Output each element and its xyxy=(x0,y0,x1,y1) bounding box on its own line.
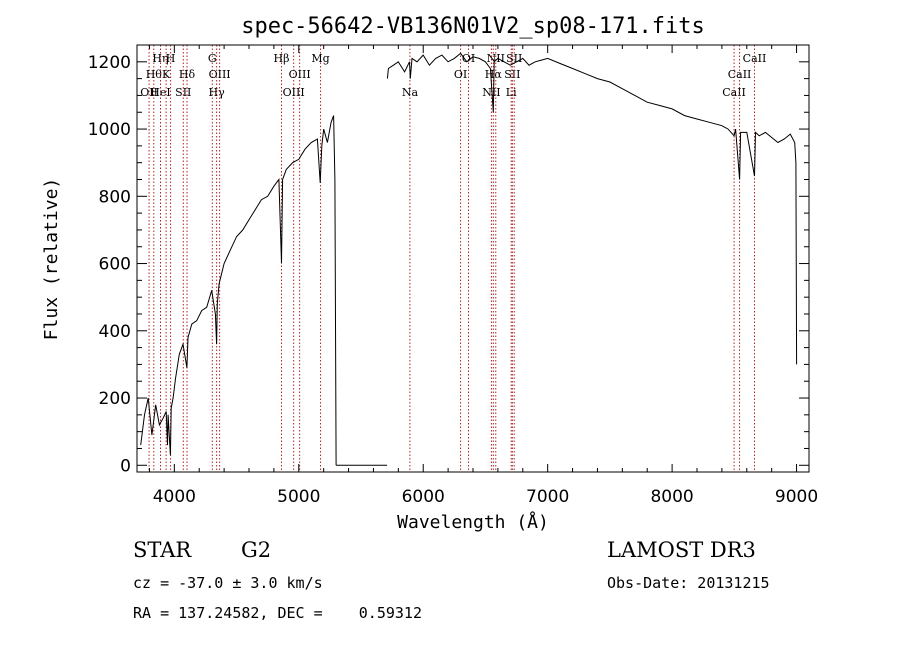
observation-date: Obs-Date: 20131215 xyxy=(607,574,770,592)
marker-label-24: CaII xyxy=(722,86,746,99)
marker-label-17: OI xyxy=(462,52,475,65)
y-tick-label-4: 800 xyxy=(99,187,131,207)
marker-label-26: CaII xyxy=(743,52,767,65)
y-tick-label-1: 200 xyxy=(99,389,131,409)
series-flux-red xyxy=(386,52,798,365)
y-tick-label-6: 1200 xyxy=(88,53,131,73)
x-tick-label-4: 8000 xyxy=(650,487,693,507)
x-tick-label-1: 5000 xyxy=(277,487,320,507)
line-markers: OIIHθHηHeIKHSIIHδGHγOIIIHβOIIIOIIIMgNaOI… xyxy=(140,45,766,472)
y-axis: 0 200 400 600 800 1000 1200 xyxy=(88,53,809,476)
marker-label-16: OI xyxy=(454,68,467,81)
marker-label-4: K xyxy=(162,68,171,81)
marker-label-25: CaII xyxy=(728,68,752,81)
marker-label-20: NII xyxy=(487,52,505,65)
marker-label-9: Hγ xyxy=(209,86,226,99)
series-flux xyxy=(140,115,337,466)
x-tick-label-0: 4000 xyxy=(153,487,196,507)
marker-label-1: Hθ xyxy=(146,68,163,81)
marker-label-12: OIII xyxy=(283,86,305,99)
marker-label-6: SII xyxy=(175,86,191,99)
x-axis: 4000 5000 6000 7000 8000 9000 xyxy=(148,45,818,507)
y-axis-label: Flux (relative) xyxy=(41,178,62,341)
coordinates-readout: RA = 137.24582, DEC = 0.59312 xyxy=(133,604,422,622)
object-class: STAR xyxy=(133,538,192,562)
x-tick-label-3: 7000 xyxy=(526,487,569,507)
marker-label-8: G xyxy=(208,52,217,65)
marker-label-18: NII xyxy=(482,86,500,99)
marker-label-2: Hη xyxy=(152,52,168,65)
spectral-subclass: G2 xyxy=(241,538,272,562)
redshift-readout: cz = -37.0 ± 3.0 km/s xyxy=(133,574,323,592)
y-tick-label-2: 400 xyxy=(99,322,131,342)
marker-label-15: Na xyxy=(402,86,419,99)
marker-label-14: Mg xyxy=(311,52,329,65)
x-tick-label-2: 6000 xyxy=(402,487,445,507)
marker-label-13: OIII xyxy=(289,68,311,81)
marker-label-0: OII xyxy=(140,86,158,99)
marker-label-23: SII xyxy=(506,52,522,65)
survey-name: LAMOST DR3 xyxy=(607,538,756,562)
y-tick-label-3: 600 xyxy=(99,255,131,275)
marker-label-10: OIII xyxy=(209,68,231,81)
marker-label-21: Li xyxy=(506,86,517,99)
marker-label-5: H xyxy=(166,52,176,65)
marker-label-3: HeI xyxy=(150,86,170,99)
y-tick-label-0: 0 xyxy=(120,456,131,476)
x-axis-label: Wavelength (Å) xyxy=(397,511,549,533)
marker-label-22: SII xyxy=(504,68,520,81)
plot-frame xyxy=(136,44,810,473)
chart-title: spec-56642-VB136N01V2_sp08-171.fits xyxy=(241,14,705,39)
marker-label-7: Hδ xyxy=(179,68,196,81)
marker-label-11: Hβ xyxy=(274,52,290,65)
x-tick-label-5: 9000 xyxy=(775,487,818,507)
y-tick-label-5: 1000 xyxy=(88,120,131,140)
spectrum-line xyxy=(140,52,798,466)
